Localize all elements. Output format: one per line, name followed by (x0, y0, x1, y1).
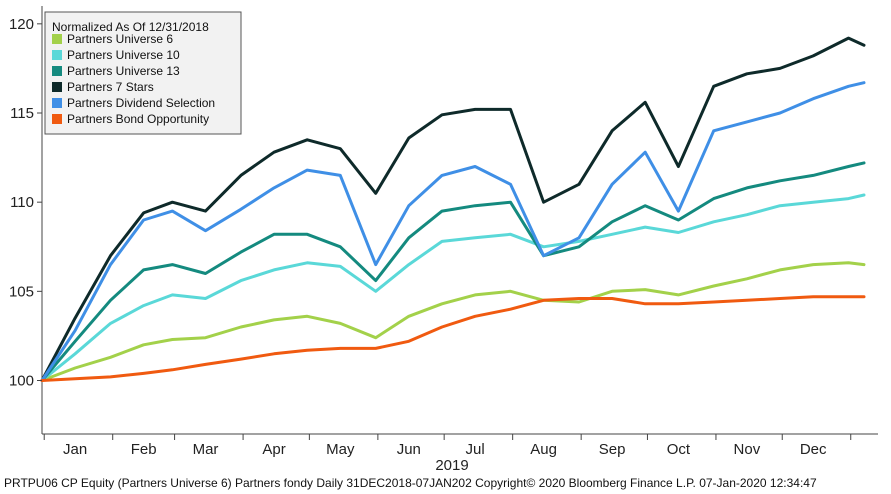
y-tick-label: 120 (9, 16, 34, 33)
legend-label: Partners 7 Stars (67, 80, 154, 94)
x-tick-label: Oct (667, 441, 691, 458)
series-line-2 (40, 193, 866, 382)
series-line-3 (40, 161, 866, 382)
x-tick-label: Jan (63, 441, 87, 458)
y-axis: 100 105 110 115 120 (9, 16, 42, 390)
series-line-1 (40, 261, 866, 382)
x-tick-label: Apr (262, 441, 285, 458)
x-tick-label: Jul (466, 441, 485, 458)
x-axis-title: 2019 (435, 457, 468, 474)
y-tick-label: 100 (9, 373, 34, 390)
x-tick-label: Mar (193, 441, 219, 458)
legend-label: Partners Universe 10 (67, 48, 180, 62)
x-tick-label: Jun (397, 441, 421, 458)
x-tick-label: Aug (530, 441, 557, 458)
y-tick-label: 115 (10, 105, 34, 122)
series-line-4 (40, 36, 866, 382)
x-tick-label: May (326, 441, 355, 458)
footer-text: PRTPU06 CP Equity (Partners Universe 6) … (4, 476, 817, 490)
legend-label: Partners Universe 13 (67, 64, 180, 78)
x-axis: Jan Feb Mar Apr May Jun Jul Aug Sep Oct Nov Dec (43, 434, 852, 458)
series-line-6 (40, 295, 866, 382)
legend-title: Normalized As Of 12/31/2018 (52, 20, 209, 34)
y-tick-label: 110 (10, 194, 34, 211)
legend-swatch (52, 34, 62, 44)
legend-box (44, 11, 242, 135)
legend-label: Partners Bond Opportunity (67, 112, 209, 126)
legend-swatch (52, 66, 62, 76)
legend-swatch (52, 98, 62, 108)
legend: Normalized As Of 12/31/2018 Partners Uni… (44, 11, 242, 135)
legend-label: Partners Universe 6 (67, 32, 173, 46)
plot-frame (41, 6, 878, 435)
x-tick-label: Dec (800, 441, 827, 458)
legend-label: Partners Dividend Selection (67, 96, 215, 110)
x-tick-label: Feb (131, 441, 157, 458)
x-tick-label: Sep (599, 441, 626, 458)
y-tick-label: 105 (9, 283, 34, 300)
legend-swatch (52, 114, 62, 124)
legend-swatch (52, 50, 62, 60)
series-layer (40, 36, 866, 382)
series-line-5 (40, 81, 866, 382)
x-tick-label: Nov (734, 441, 761, 458)
legend-swatch (52, 82, 62, 92)
